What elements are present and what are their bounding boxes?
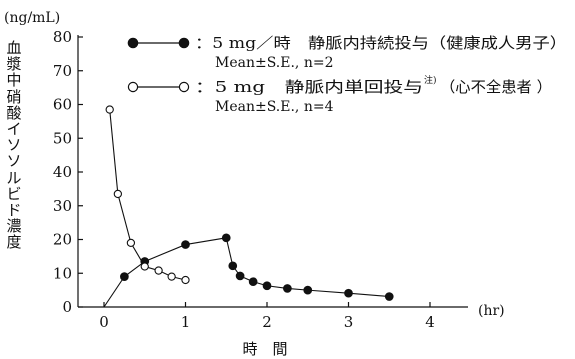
- data-point-filled: [120, 272, 129, 281]
- data-point-filled: [235, 271, 245, 281]
- x-tick-label: 1: [181, 313, 191, 331]
- x-tick-group: 0 1 2 3 4: [99, 302, 435, 331]
- legend-label-continuous: ：5 mg／時 静脈内持続投与（健康成人男子）: [195, 34, 567, 52]
- data-point-open: [181, 275, 190, 285]
- data-point-open: [113, 189, 123, 199]
- y-tick-label: 20: [53, 231, 72, 249]
- data-point-open: [126, 238, 136, 248]
- x-unit-label: (hr): [478, 303, 505, 319]
- data-point-filled: [181, 240, 190, 249]
- legend: ：5 mg／時 静脈内持続投与（健康成人男子） Mean±S.E., n=2 ：…: [127, 34, 567, 115]
- legend-label-single: ：5 mg 静脈内単回投与: [195, 78, 423, 96]
- legend-item-continuous: ：5 mg／時 静脈内持続投与（健康成人男子） Mean±S.E., n=2: [127, 34, 567, 71]
- y-tick-label: 30: [53, 197, 72, 215]
- y-tick-label: 0: [62, 298, 72, 316]
- data-point-filled: [248, 277, 258, 287]
- data-point-filled: [344, 288, 353, 298]
- series-continuous: [103, 233, 394, 308]
- data-point-filled: [221, 233, 231, 243]
- y-axis-title: 血漿中硝酸イソソルビド濃度: [6, 39, 22, 252]
- data-point-open: [167, 272, 176, 281]
- legend-note-single: 注): [424, 74, 437, 86]
- y-tick-group: 0 10 20 30 40 50 60 70 80: [53, 28, 83, 316]
- y-tick-label: 10: [53, 264, 72, 282]
- data-point-open: [140, 262, 149, 271]
- series-single: [105, 105, 190, 285]
- x-tick-label: 4: [425, 313, 435, 331]
- y-unit-label: (ng/mL): [4, 10, 60, 26]
- legend-label-single-suffix: （心不全患者 ）: [440, 78, 552, 96]
- data-point-filled: [228, 261, 238, 271]
- y-tick-label: 70: [53, 62, 72, 80]
- data-point-open: [105, 105, 114, 114]
- x-tick-label: 0: [99, 313, 109, 331]
- x-tick-label: 3: [344, 313, 354, 331]
- y-tick-label: 60: [53, 96, 72, 114]
- legend-stat-single: Mean±S.E., n=4: [215, 99, 334, 115]
- data-point-filled: [384, 292, 394, 301]
- data-point-filled: [303, 285, 313, 295]
- legend-marker-filled-right: [178, 37, 190, 49]
- y-tick-label: 40: [53, 163, 72, 181]
- legend-item-single: ：5 mg 静脈内単回投与 注) （心不全患者 ） Mean±S.E., n=4: [127, 74, 552, 115]
- data-point-filled: [262, 281, 272, 291]
- data-point-open: [154, 266, 163, 275]
- y-tick-label: 80: [53, 28, 72, 46]
- data-point-filled: [283, 284, 292, 293]
- y-tick-label: 50: [53, 129, 72, 147]
- legend-marker-open-right: [178, 81, 190, 93]
- series-group: [103, 105, 394, 308]
- x-axis-title: 時 間: [242, 340, 287, 358]
- legend-stat-continuous: Mean±S.E., n=2: [215, 55, 333, 71]
- legend-marker-open-left: [127, 81, 139, 93]
- x-tick-label: 2: [262, 313, 272, 331]
- legend-marker-filled-left: [127, 37, 139, 49]
- axes: [77, 35, 468, 308]
